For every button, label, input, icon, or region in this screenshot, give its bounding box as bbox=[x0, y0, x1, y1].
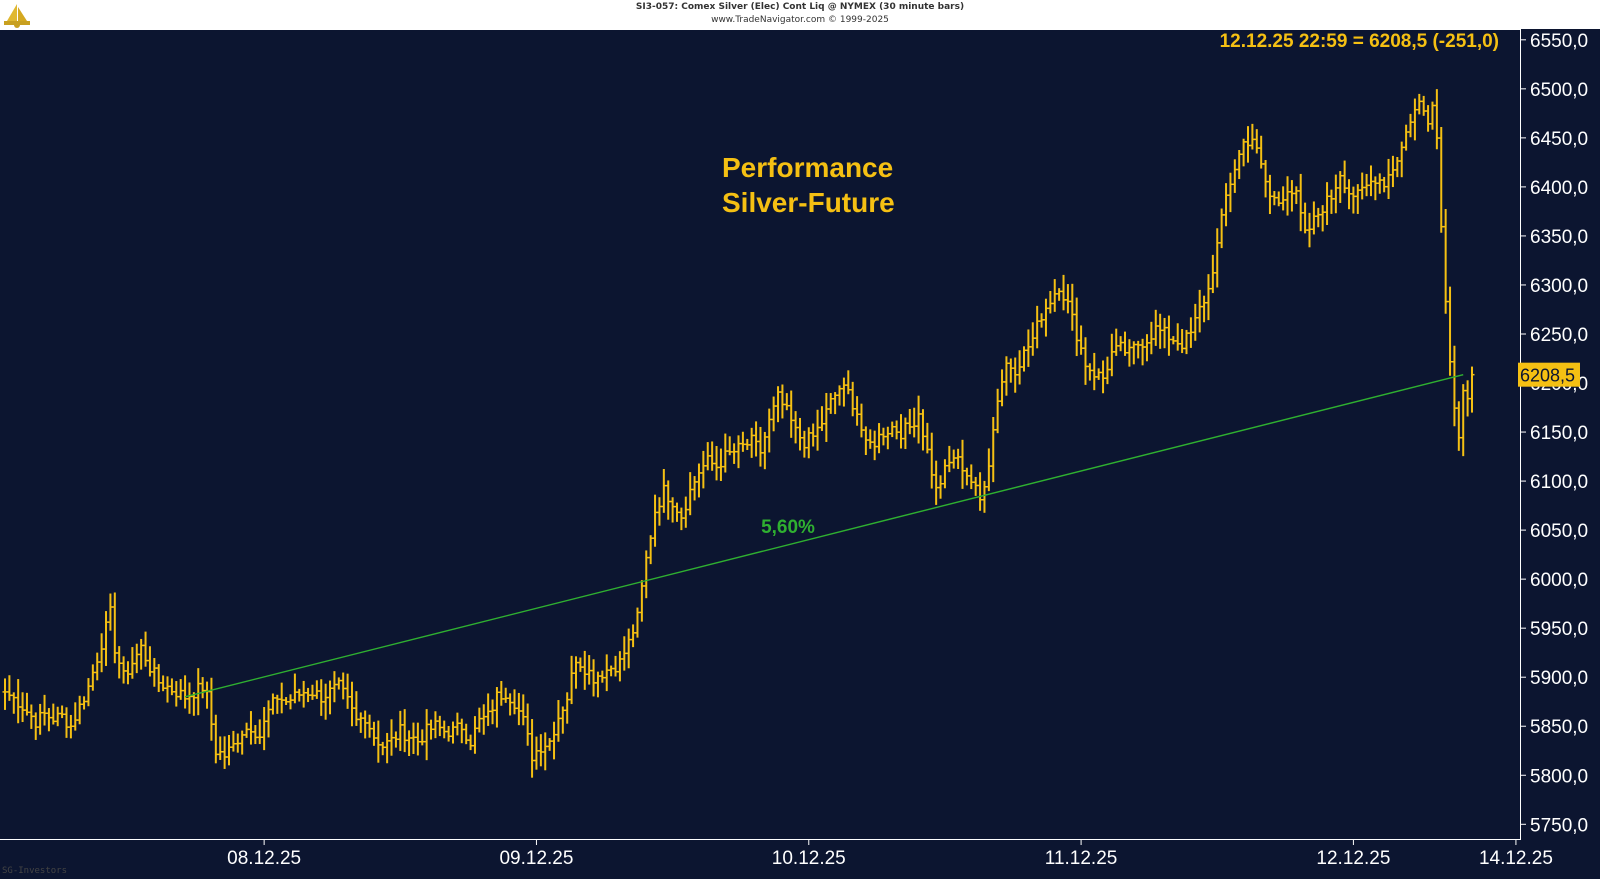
ship-logo-icon bbox=[4, 4, 30, 28]
price-bars bbox=[2, 89, 1475, 778]
x-tick-label: 11.12.25 bbox=[1045, 848, 1118, 869]
y-tick-label: 6100,0 bbox=[1530, 472, 1588, 493]
y-tick-label: 6500,0 bbox=[1530, 80, 1588, 101]
y-tick-label: 6350,0 bbox=[1530, 227, 1588, 248]
instrument-title: SI3-057: Comex Silver (Elec) Cont Liq @ … bbox=[635, 2, 965, 12]
y-tick-label: 6250,0 bbox=[1530, 325, 1588, 346]
y-tick-label: 5750,0 bbox=[1530, 815, 1588, 836]
last-price-tag: 6208,5 bbox=[1518, 362, 1580, 387]
y-tick-label: 6450,0 bbox=[1530, 129, 1588, 150]
x-tick-label: 09.12.25 bbox=[499, 848, 573, 869]
y-tick-label: 6150,0 bbox=[1530, 423, 1588, 444]
y-tick-label: 5800,0 bbox=[1530, 766, 1588, 787]
y-tick-label: 5900,0 bbox=[1530, 668, 1588, 689]
y-tick-label: 6550,0 bbox=[1530, 31, 1588, 52]
y-tick-label: 6300,0 bbox=[1530, 276, 1588, 297]
y-tick-label: 5950,0 bbox=[1530, 619, 1588, 640]
copyright-line: www.TradeNavigator.com © 1999-2025 bbox=[711, 15, 889, 25]
quote-readout: 12.12.25 22:59 = 6208,5 (-251,0) bbox=[1220, 31, 1499, 52]
x-tick-label: 10.12.25 bbox=[772, 848, 846, 869]
y-axis: 5750,0 5800,0 5850,0 5900,0 5950,0 6000,0 6050… bbox=[1520, 31, 1588, 836]
trendline-label: 5,60% bbox=[761, 517, 815, 538]
x-tick-label: 14.12.25 bbox=[1479, 848, 1553, 869]
x-tick-label: 08.12.25 bbox=[227, 848, 301, 869]
x-axis: 08.12.25 09.12.25 10.12.25 11.12.25 12.12.25… bbox=[227, 839, 1553, 869]
plot-background bbox=[0, 29, 1600, 879]
source-watermark: SG-Investors bbox=[2, 866, 68, 876]
chart-title-line2: Silver-Future bbox=[722, 187, 895, 218]
y-tick-label: 6000,0 bbox=[1530, 570, 1588, 591]
trendline bbox=[184, 374, 1464, 698]
y-tick-label: 6400,0 bbox=[1530, 178, 1588, 199]
last-price-label: 6208,5 bbox=[1520, 366, 1575, 386]
x-tick-label: 12.12.25 bbox=[1316, 848, 1390, 869]
price-bar bbox=[1469, 366, 1475, 413]
chart-header: SI3-057: Comex Silver (Elec) Cont Liq @ … bbox=[0, 0, 1600, 29]
y-tick-label: 6050,0 bbox=[1530, 521, 1588, 542]
chart-title-line1: Performance bbox=[722, 152, 893, 183]
y-tick-label: 5850,0 bbox=[1530, 717, 1588, 738]
